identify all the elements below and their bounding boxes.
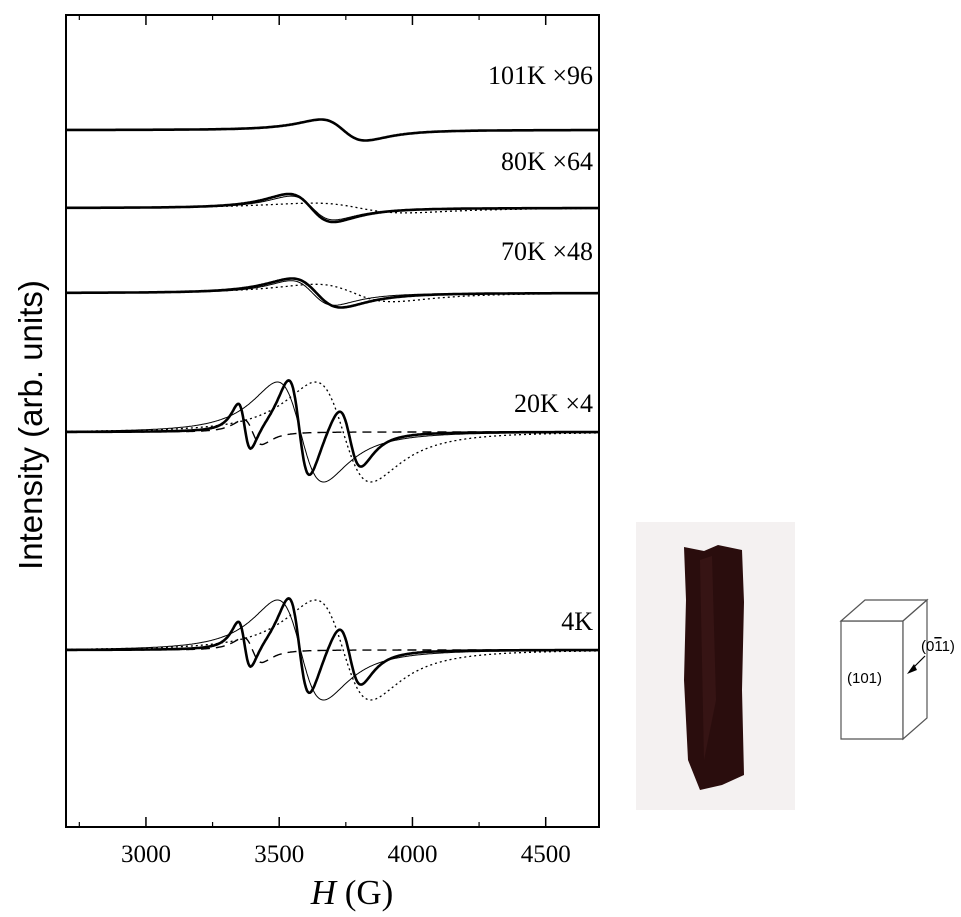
spectrum-1-dotted-curve (66, 202, 599, 214)
x-axis-ticks (78, 15, 547, 827)
face-label-101: (101) (847, 670, 882, 687)
spectrum-4-dashed-curve (66, 636, 599, 664)
x-tick-label-4500: 4500 (521, 841, 571, 868)
spectra-curves (66, 118, 600, 701)
x-axis-label: H (G) (310, 873, 394, 912)
spectrum-label-80k: 80K ×64 (501, 147, 593, 176)
spectrum-0-thick-curve (66, 118, 599, 142)
x-axis-tick-labels: 3000 3500 4000 4500 (121, 841, 571, 868)
crystal-schematic: (101) (011) (839, 598, 955, 741)
face-label-0-11: (011) (921, 638, 955, 655)
spectrum-label-101k: 101K ×96 (488, 61, 593, 90)
y-axis-label: Intensity (arb. units) (12, 280, 49, 570)
spectrum-3-thick-curve (66, 379, 599, 477)
spectrum-2-thin-curve (66, 280, 599, 306)
spectrum-3-dotted-curve (66, 381, 600, 483)
plot-frame (65, 14, 600, 828)
crystal-highlight (700, 556, 716, 760)
crystal-photo (636, 522, 795, 810)
x-axis-label-symbol: H (310, 873, 338, 912)
spectrum-label-4k: 4K (561, 607, 593, 636)
spectrum-label-70k: 70K ×48 (501, 237, 593, 266)
spectrum-1-thin-curve (66, 195, 599, 221)
spectrum-4-dotted-curve (66, 599, 600, 701)
x-axis-label-unit: (G) (336, 873, 393, 912)
x-tick-label-3500: 3500 (254, 841, 304, 868)
spectrum-4-thin-curve (66, 599, 599, 701)
x-tick-label-3000: 3000 (121, 841, 171, 868)
face-arrow-head (907, 664, 917, 674)
x-tick-label-4000: 4000 (387, 841, 437, 868)
spectrum-4-thick-curve (66, 597, 599, 695)
spectrum-label-20k: 20K ×4 (514, 389, 593, 418)
face-label-overbar-digit: 1 (934, 638, 942, 655)
spectrum-3-thin-curve (66, 381, 599, 483)
spectrum-3-dashed-curve (66, 418, 599, 446)
